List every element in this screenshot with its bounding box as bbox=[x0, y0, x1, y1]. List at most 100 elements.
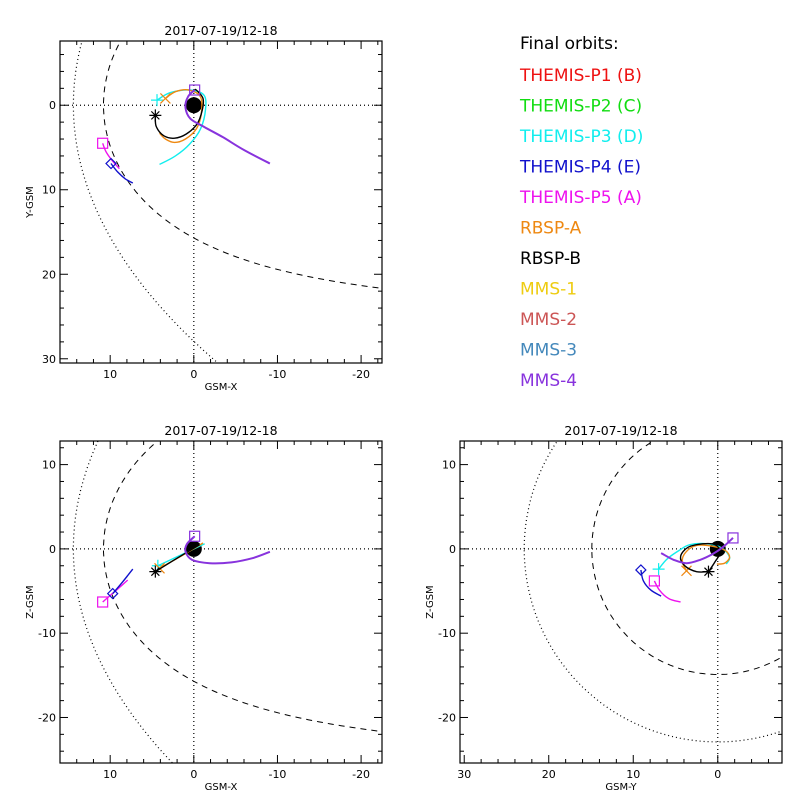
y-axis-label: Z-GSM bbox=[425, 585, 436, 618]
x-axis-label: GSM-X bbox=[205, 782, 238, 793]
y-tick-label: -10 bbox=[38, 627, 56, 640]
x-tick-label: -10 bbox=[268, 368, 286, 381]
legend-item: THEMIS-P3 (D) bbox=[519, 127, 643, 147]
orbit-line bbox=[157, 543, 206, 567]
x-tick-label: 10 bbox=[103, 768, 117, 781]
square-marker bbox=[727, 532, 739, 544]
legend-item: MMS-2 bbox=[520, 310, 577, 330]
panel-xy: 2017-07-19/12-18 GSM-X Y-GSM 10 0 -10 -20 0 10 20… bbox=[25, 23, 383, 393]
orbit-line bbox=[653, 580, 681, 603]
square-marker bbox=[97, 596, 109, 608]
orbit-series bbox=[679, 542, 722, 578]
orbit-line bbox=[110, 163, 134, 184]
square-marker bbox=[97, 137, 109, 149]
square-marker bbox=[189, 530, 201, 542]
legend-item: MMS-1 bbox=[520, 280, 577, 300]
legend-item: RBSP-A bbox=[520, 219, 582, 239]
diamond-marker bbox=[635, 564, 647, 576]
x-tick-label: 20 bbox=[542, 768, 556, 781]
legend-item: RBSP-B bbox=[520, 249, 581, 269]
y-tick-label: 0 bbox=[49, 99, 56, 112]
orbit-line bbox=[660, 537, 734, 565]
x-marker bbox=[159, 93, 171, 104]
panel-title: 2017-07-19/12-18 bbox=[164, 23, 277, 38]
x-tick-label: -10 bbox=[268, 768, 286, 781]
ticks bbox=[460, 441, 782, 763]
y-tick-label: 20 bbox=[42, 268, 56, 281]
panel-title: 2017-07-19/12-18 bbox=[164, 423, 277, 438]
ticks bbox=[59, 41, 382, 363]
y-tick-label: 0 bbox=[49, 543, 56, 556]
plot-frame bbox=[59, 40, 383, 364]
asterisk-marker bbox=[702, 565, 715, 578]
legend-item: THEMIS-P2 (C) bbox=[519, 97, 642, 117]
panel-title: 2017-07-19/12-18 bbox=[564, 423, 677, 438]
x-tick-label: 30 bbox=[457, 768, 471, 781]
y-tick-label: 10 bbox=[442, 459, 456, 472]
plot-frame bbox=[59, 440, 383, 764]
legend-item: THEMIS-P4 (E) bbox=[519, 158, 641, 178]
orbit-series bbox=[105, 157, 134, 184]
orbit-series bbox=[184, 84, 271, 165]
x-tick-label: -20 bbox=[352, 368, 370, 381]
bow-shock-boundary bbox=[523, 441, 782, 743]
orbit-series bbox=[97, 137, 120, 170]
legend-item: MMS-3 bbox=[520, 341, 577, 361]
earth-marker bbox=[185, 97, 202, 114]
plus-marker bbox=[652, 563, 665, 576]
orbit-line bbox=[112, 568, 134, 595]
y-tick-label: 10 bbox=[42, 184, 56, 197]
orbit-line bbox=[158, 89, 203, 144]
x-tick-label: 10 bbox=[103, 368, 117, 381]
diamond-marker bbox=[105, 157, 117, 170]
orbit-line bbox=[154, 88, 205, 139]
x-marker bbox=[681, 565, 692, 577]
orbit-series bbox=[184, 530, 271, 565]
orbit-line bbox=[102, 143, 120, 170]
orbit-series bbox=[681, 544, 731, 577]
orbit-line bbox=[184, 535, 271, 565]
x-axis-label: GSM-X bbox=[205, 382, 238, 393]
ticks bbox=[59, 441, 382, 763]
x-tick-label: 10 bbox=[626, 768, 640, 781]
x-tick-label: 0 bbox=[190, 768, 197, 781]
legend-item: MMS-4 bbox=[520, 371, 577, 391]
legend-title: Final orbits: bbox=[520, 34, 619, 54]
x-tick-label: 0 bbox=[714, 768, 721, 781]
orbit-series bbox=[149, 88, 205, 139]
y-tick-label: -20 bbox=[38, 711, 56, 724]
y-tick-label: 30 bbox=[42, 353, 56, 366]
orbit-line bbox=[679, 542, 722, 573]
asterisk-marker bbox=[149, 565, 162, 578]
orbit-line bbox=[681, 544, 731, 572]
square-marker bbox=[189, 84, 201, 96]
orbit-series bbox=[158, 89, 203, 144]
orbit-series bbox=[635, 564, 662, 597]
panel-yz: 2017-07-19/12-18 GSM-Y Z-GSM 30 20 10 0 10 0 -10 -… bbox=[425, 423, 783, 793]
legend-item: THEMIS-P5 (A) bbox=[519, 188, 642, 208]
bow-shock-boundary bbox=[72, 41, 219, 363]
plus-marker bbox=[151, 94, 164, 107]
y-tick-label: -10 bbox=[438, 627, 456, 640]
orbit-series bbox=[106, 568, 134, 600]
y-tick-label: 10 bbox=[42, 459, 56, 472]
x-tick-label: 0 bbox=[190, 368, 197, 381]
orbit-series bbox=[660, 532, 739, 565]
asterisk-marker bbox=[149, 109, 162, 122]
bow-shock-boundary bbox=[72, 441, 174, 763]
orbit-line bbox=[184, 89, 271, 165]
y-tick-label: -20 bbox=[438, 711, 456, 724]
x-axis-label: GSM-Y bbox=[605, 782, 637, 793]
y-axis-label: Y-GSM bbox=[25, 186, 36, 219]
y-axis-label: Z-GSM bbox=[25, 585, 36, 618]
magnetopause-boundary bbox=[103, 41, 382, 289]
orbit-series bbox=[149, 544, 201, 578]
square-marker bbox=[648, 575, 660, 587]
legend: Final orbits: THEMIS-P1 (B) THEMIS-P2 (C)… bbox=[519, 34, 643, 391]
plot-frame bbox=[459, 440, 783, 764]
y-tick-label: 0 bbox=[449, 543, 456, 556]
legend-item: THEMIS-P1 (B) bbox=[519, 66, 642, 86]
orbit-series bbox=[648, 575, 681, 603]
x-tick-label: -20 bbox=[352, 768, 370, 781]
